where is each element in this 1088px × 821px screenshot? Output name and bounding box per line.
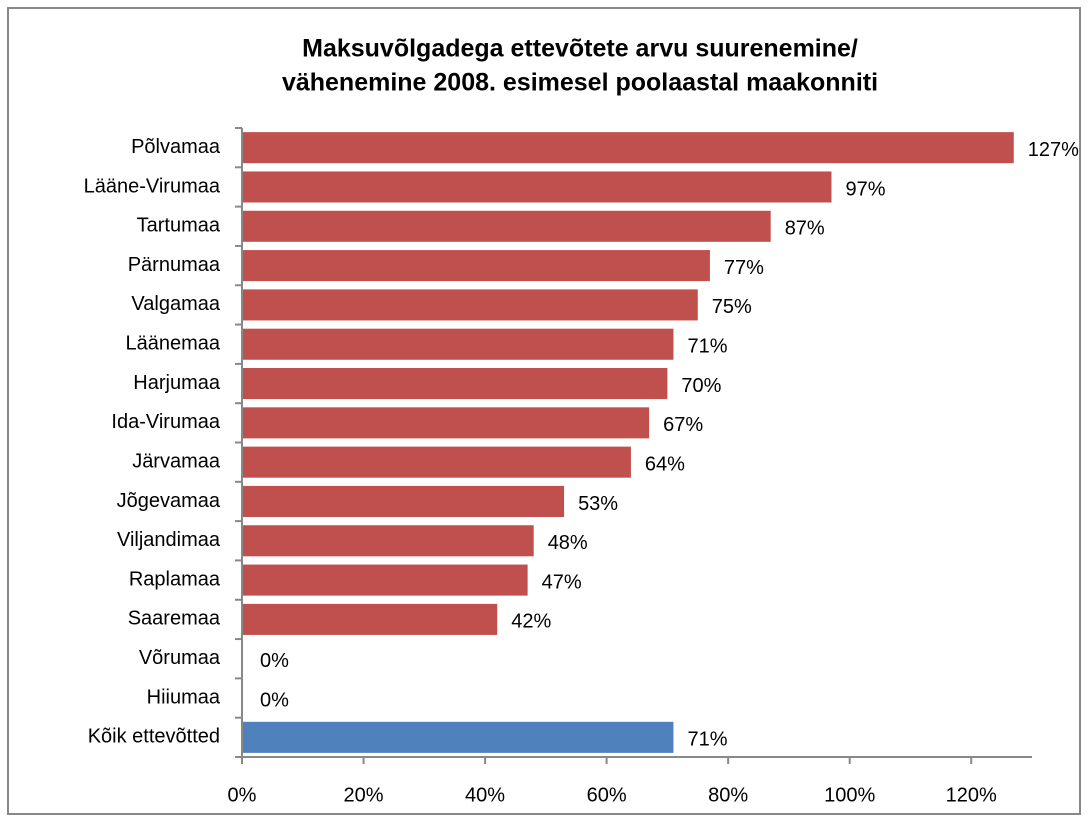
bar <box>242 132 1014 164</box>
value-label: 87% <box>785 218 825 240</box>
x-tick-label: 40% <box>465 784 505 806</box>
value-label: 97% <box>845 178 885 200</box>
y-tick-label: Pärnumaa <box>128 254 221 276</box>
bar <box>242 289 698 321</box>
y-tick-label: Põlvamaa <box>131 136 221 158</box>
value-label: 77% <box>724 257 764 279</box>
bar <box>242 328 674 360</box>
value-label: 53% <box>578 493 618 515</box>
y-tick-label: Järvamaa <box>132 450 221 472</box>
bar <box>242 210 771 242</box>
value-label: 71% <box>687 729 727 751</box>
y-tick-label: Võrumaa <box>139 647 221 669</box>
y-tick-label: Valgamaa <box>131 293 220 315</box>
value-label: 67% <box>663 414 703 436</box>
bar <box>242 250 710 282</box>
bar <box>242 446 631 478</box>
value-label: 48% <box>548 532 588 554</box>
bar <box>242 721 674 753</box>
y-tick-label: Ida-Virumaa <box>111 411 220 433</box>
value-label: 42% <box>511 611 551 633</box>
y-tick-label: Lääne-Virumaa <box>84 175 221 197</box>
chart-title: vähenemine 2008. esimesel poolaastal maa… <box>282 69 878 97</box>
chart-title: Maksuvõlgadega ettevõtete arvu suurenemi… <box>302 35 858 63</box>
x-tick-label: 100% <box>824 784 875 806</box>
x-tick-label: 80% <box>708 784 748 806</box>
y-tick-label: Harjumaa <box>133 372 221 394</box>
bar <box>242 407 650 439</box>
value-label: 71% <box>687 336 727 358</box>
value-label: 47% <box>542 571 582 593</box>
y-tick-label: Hiiumaa <box>147 686 221 708</box>
bar <box>242 368 668 400</box>
x-tick-label: 20% <box>344 784 384 806</box>
x-tick-label: 60% <box>587 784 627 806</box>
value-label: 70% <box>681 375 721 397</box>
y-tick-label: Jõgevamaa <box>117 490 221 512</box>
y-tick-label: Viljandimaa <box>117 529 221 551</box>
bar <box>242 603 498 635</box>
value-label: 0% <box>260 650 289 672</box>
bar <box>242 564 528 596</box>
y-tick-label: Läänemaa <box>125 333 220 355</box>
x-tick-label: 0% <box>228 784 257 806</box>
x-tick-label: 120% <box>946 784 997 806</box>
value-label: 127% <box>1028 139 1079 161</box>
bar <box>242 485 565 517</box>
value-label: 0% <box>260 689 289 711</box>
value-label: 64% <box>645 453 685 475</box>
y-tick-label: Saaremaa <box>128 608 221 630</box>
y-tick-label: Raplamaa <box>129 568 221 590</box>
y-tick-label: Tartumaa <box>137 215 221 237</box>
y-tick-label: Kõik ettevõtted <box>88 726 220 748</box>
bar <box>242 525 534 557</box>
value-label: 75% <box>712 296 752 318</box>
bar <box>242 171 832 203</box>
